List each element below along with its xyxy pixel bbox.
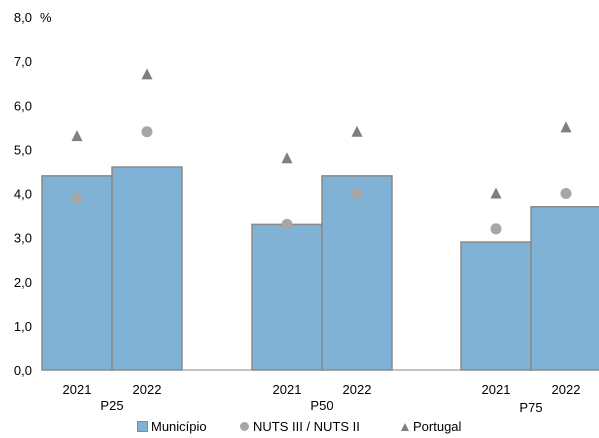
x-tick-label: 2021 bbox=[482, 382, 511, 397]
legend: Município NUTS III / NUTS II Portugal bbox=[0, 419, 599, 437]
marker-nuts bbox=[561, 188, 572, 199]
marker-portugal bbox=[142, 68, 153, 79]
bar-municipio bbox=[461, 242, 531, 370]
legend-label-nuts: NUTS III / NUTS II bbox=[253, 419, 360, 434]
x-tick-label: 2022 bbox=[552, 382, 581, 397]
x-tick-label: 2022 bbox=[133, 382, 162, 397]
group-label: P75 bbox=[519, 400, 542, 415]
marker-portugal bbox=[561, 121, 572, 132]
marker-nuts bbox=[352, 188, 363, 199]
y-tick-label: 2,0 bbox=[14, 275, 32, 290]
y-tick-label: 8,0 bbox=[14, 10, 32, 25]
bar-municipio bbox=[322, 176, 392, 370]
marker-nuts bbox=[282, 219, 293, 230]
y-tick-label: 5,0 bbox=[14, 142, 32, 157]
legend-item-portugal: Portugal bbox=[401, 419, 461, 434]
legend-item-nuts: NUTS III / NUTS II bbox=[240, 419, 360, 434]
marker-portugal bbox=[72, 130, 83, 141]
x-tick-label: 2022 bbox=[343, 382, 372, 397]
marker-nuts bbox=[72, 192, 83, 203]
legend-item-municipio: Município bbox=[137, 419, 207, 434]
legend-bar-swatch bbox=[137, 421, 148, 432]
group-label: P25 bbox=[100, 398, 123, 413]
marker-nuts bbox=[491, 223, 502, 234]
y-tick-label: 1,0 bbox=[14, 319, 32, 334]
y-tick-label: 4,0 bbox=[14, 187, 32, 202]
y-tick-label: 3,0 bbox=[14, 231, 32, 246]
y-tick-label: 7,0 bbox=[14, 54, 32, 69]
bar-municipio bbox=[531, 207, 599, 370]
bar-municipio bbox=[42, 176, 112, 370]
marker-portugal bbox=[352, 126, 363, 137]
legend-triangle-swatch bbox=[401, 423, 409, 431]
chart: % 0,0 1,0 2,0 3,0 4,0 5,0 6,0 7,0 8,0 2021 2022 P2… bbox=[0, 0, 599, 420]
group-label: P50 bbox=[310, 398, 333, 413]
bar-municipio bbox=[112, 167, 182, 370]
bar-municipio bbox=[252, 224, 322, 370]
x-tick-label: 2021 bbox=[273, 382, 302, 397]
y-tick-label: 0,0 bbox=[14, 363, 32, 378]
legend-circle-swatch bbox=[240, 422, 249, 431]
marker-portugal bbox=[491, 188, 502, 199]
marker-portugal bbox=[282, 152, 293, 163]
marker-nuts bbox=[142, 126, 153, 137]
legend-label-municipio: Município bbox=[151, 419, 207, 434]
y-axis-unit-label: % bbox=[40, 10, 52, 25]
legend-label-portugal: Portugal bbox=[413, 419, 461, 434]
x-tick-label: 2021 bbox=[63, 382, 92, 397]
y-tick-label: 6,0 bbox=[14, 98, 32, 113]
